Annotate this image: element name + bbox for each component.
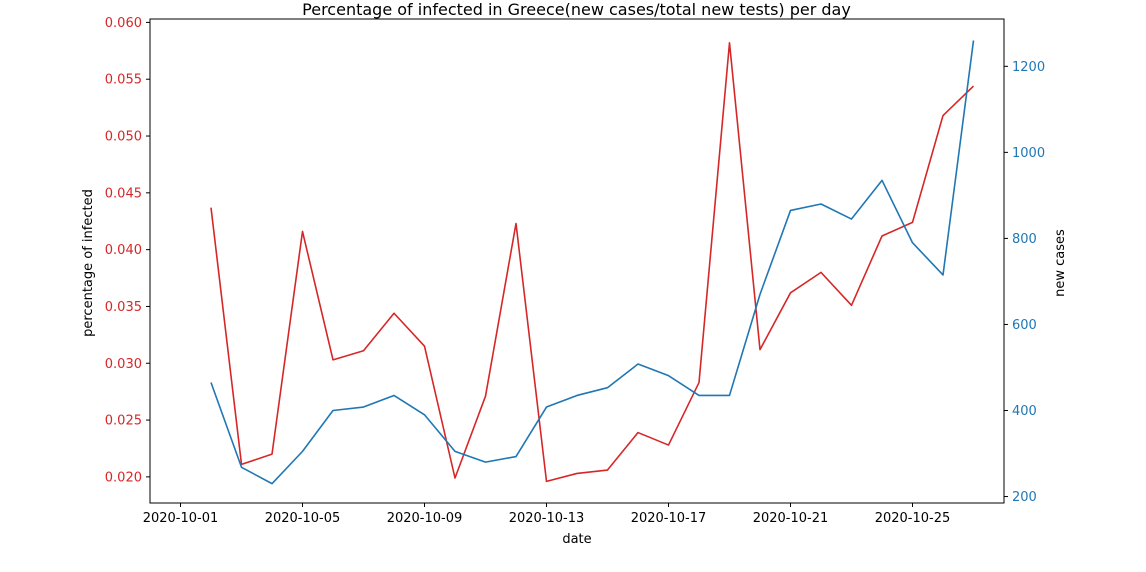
series-layer — [210, 40, 975, 485]
x-tick-label: 2020-10-17 — [631, 511, 707, 526]
x-tick-label: 2020-10-21 — [753, 511, 829, 526]
y-left-tick-label: 0.055 — [105, 73, 142, 88]
plot-area — [149, 18, 1005, 504]
y-left-tick-label: 0.045 — [105, 186, 142, 201]
y-right-tick-label: 600 — [1012, 318, 1037, 333]
y-axis-left: 0.020 0.025 0.030 0.035 0.040 0.045 0.050 0.055… — [105, 16, 150, 485]
y-right-tick-label: 800 — [1012, 232, 1037, 247]
series-line-right — [210, 40, 975, 485]
plot-frame — [149, 18, 1005, 504]
y-right-tick-label: 200 — [1012, 490, 1037, 505]
x-axis: 2020-10-01 2020-10-05 2020-10-09 2020-10-13… — [143, 503, 951, 526]
y-left-tick-label: 0.030 — [105, 357, 142, 372]
x-tick-label: 2020-10-01 — [143, 511, 219, 526]
y-right-tick-label: 1000 — [1012, 146, 1045, 161]
y-right-tick-label: 400 — [1012, 404, 1037, 419]
y-left-tick-label: 0.035 — [105, 300, 142, 315]
y-axis-right-title: new cases — [1053, 229, 1068, 297]
chart-title: Percentage of infected in Greece(new cas… — [302, 0, 851, 19]
x-tick-label: 2020-10-09 — [387, 511, 463, 526]
y-left-tick-label: 0.050 — [105, 130, 142, 145]
y-left-tick-label: 0.060 — [105, 16, 142, 31]
x-tick-label: 2020-10-25 — [875, 511, 951, 526]
y-left-tick-label: 0.020 — [105, 470, 142, 485]
y-right-tick-label: 1200 — [1012, 60, 1045, 75]
x-tick-label: 2020-10-13 — [509, 511, 585, 526]
series-line-left — [210, 42, 975, 483]
x-tick-label: 2020-10-05 — [265, 511, 341, 526]
y-left-tick-label: 0.040 — [105, 243, 142, 258]
y-left-tick-label: 0.025 — [105, 414, 142, 429]
y-axis-left-title: percentage of infected — [81, 189, 96, 337]
x-axis-title: date — [562, 532, 591, 547]
y-axis-right: 200 400 600 800 1000 1200 — [1004, 60, 1045, 505]
